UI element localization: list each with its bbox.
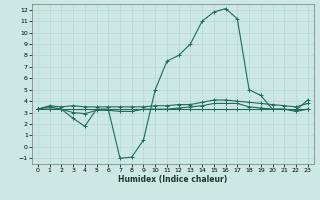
X-axis label: Humidex (Indice chaleur): Humidex (Indice chaleur) — [118, 175, 228, 184]
